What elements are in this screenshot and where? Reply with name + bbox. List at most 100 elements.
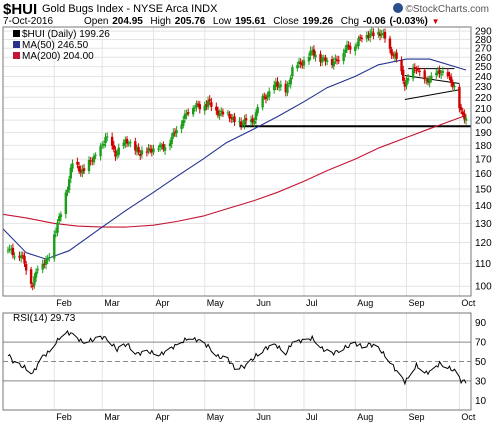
candle-body [203, 105, 206, 111]
month-label: Apr [155, 298, 169, 308]
month-label: Feb [56, 298, 72, 308]
candle-body [105, 136, 109, 138]
rsi-tick-label: 50 [475, 357, 487, 368]
candle-body [198, 104, 201, 110]
channel-line [404, 89, 460, 100]
candle-body [253, 120, 256, 124]
candle-body [392, 54, 395, 56]
candle-body [286, 84, 289, 94]
candle-body [403, 81, 407, 87]
candle-body [66, 189, 69, 193]
candle-body [195, 103, 198, 108]
candle-body [193, 107, 197, 109]
candle-body [311, 50, 314, 53]
candle-body [335, 59, 339, 62]
candle-body [215, 106, 218, 111]
candle-body [438, 69, 441, 74]
candle-body [124, 139, 127, 144]
candle-body [435, 72, 438, 76]
candle-body [325, 60, 329, 62]
price-tick-label: 250 [475, 62, 492, 73]
stockcharts-logo-icon [393, 3, 404, 13]
candle-body [383, 31, 387, 39]
ma50-line [2, 58, 467, 260]
candle-body [58, 216, 61, 222]
candle-body [400, 60, 403, 72]
legend-ma200-swatch-icon [13, 52, 20, 59]
rsi-axis: 10 30 50 70 90 Feb Mar Apr May Jun Jul Aug Sep Oct [56, 318, 486, 422]
candle-body [221, 111, 225, 115]
candle-body [13, 256, 16, 258]
candle-body [436, 71, 440, 74]
candle-body [34, 271, 38, 278]
candle-body [82, 168, 86, 172]
candle-body [401, 69, 405, 81]
candle-body [6, 250, 10, 252]
candle-body [365, 35, 369, 39]
candle-body [268, 91, 271, 97]
candle-body [157, 148, 160, 150]
candle-body [8, 248, 11, 250]
price-tick-label: 220 [475, 93, 492, 104]
candle-body [411, 67, 415, 79]
candle-body [291, 67, 294, 77]
candle-body [355, 44, 359, 46]
candle-body [226, 112, 230, 114]
chg-label: Chg [340, 16, 360, 27]
candle-body [307, 56, 311, 62]
candle-body [112, 145, 115, 150]
candle-body [324, 57, 327, 62]
month-label: Sep [409, 298, 425, 308]
candle-body [453, 85, 456, 88]
candle-body [266, 95, 269, 98]
candle-body [158, 144, 162, 148]
candle-body [33, 276, 36, 286]
candle-body [64, 192, 68, 215]
candle-body [117, 147, 120, 155]
candle-body [413, 67, 416, 69]
price-tick-label: 290 [475, 27, 492, 38]
candle-body [172, 132, 175, 137]
rsi-month-label: Jun [256, 412, 271, 422]
legend-rsi: RSI(14) 29.73 [13, 313, 75, 324]
high-value: 205.76 [174, 16, 206, 27]
candle-body [182, 120, 185, 126]
candle-body [46, 259, 49, 261]
candle-body [299, 61, 302, 64]
legend-rsi-label: RSI(14) 29.73 [13, 313, 76, 324]
candle-body [122, 142, 125, 147]
candle-body [263, 95, 266, 97]
candle-body [218, 113, 221, 116]
month-label: Oct [461, 298, 476, 308]
candle-body [168, 143, 172, 147]
candle-body [233, 116, 236, 123]
candle-body [101, 144, 104, 146]
rsi-tick-label: 70 [475, 338, 487, 349]
candle-body [344, 49, 347, 53]
candle-body [277, 86, 281, 88]
candle-body [191, 108, 195, 115]
candle-body [36, 269, 39, 271]
legend-price-label: $HUI (Daily) 199.26 [22, 29, 110, 40]
candle-body [69, 167, 73, 179]
chg-down-arrow-icon: ▼ [431, 17, 440, 26]
candle-body [48, 257, 51, 259]
candle-body [287, 82, 291, 84]
candle-body [104, 136, 107, 144]
price-tick-label: 270 [475, 44, 492, 55]
legend-ma200-label: MA(200) 204.00 [22, 51, 94, 62]
candle-body [31, 285, 34, 287]
candle-body [406, 78, 410, 81]
candle-body [160, 145, 163, 147]
price-tick-label: 210 [475, 104, 492, 115]
candle-body [459, 106, 463, 111]
candle-body [216, 110, 220, 116]
candle-body [41, 263, 44, 270]
rsi-month-label: Jul [306, 412, 318, 422]
candle-body [53, 234, 56, 259]
price-tick-label: 110 [475, 259, 491, 270]
candle-body [230, 116, 233, 119]
candle-body [127, 143, 130, 145]
candle-body [441, 71, 445, 73]
